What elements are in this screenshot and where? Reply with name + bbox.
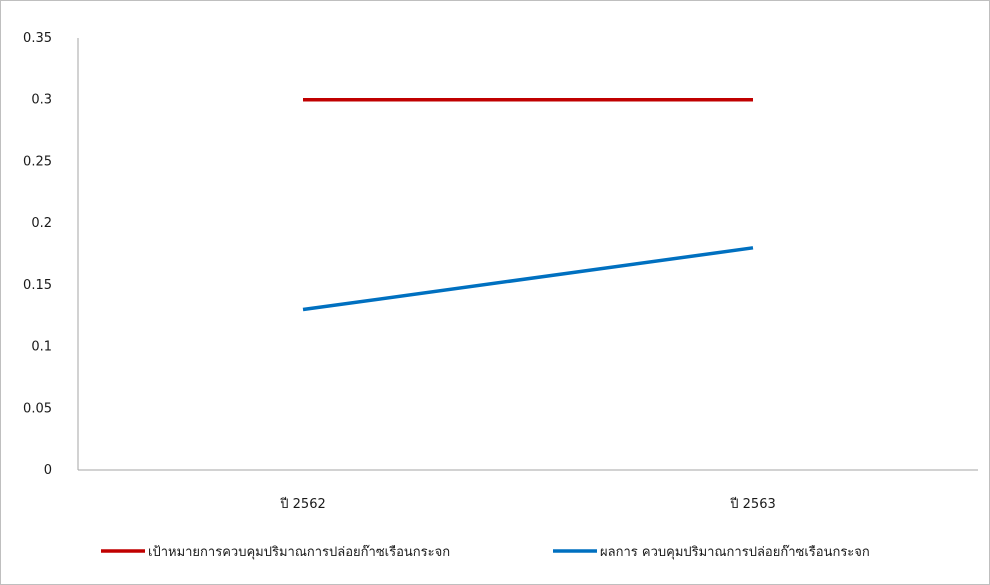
y-tick-label: 0 [44,463,52,478]
x-tick-label: ปี 2563 [729,496,775,512]
y-tick-label: 0.1 [31,340,52,355]
series-line-2 [302,246,754,312]
y-tick-label: 0.15 [23,278,52,293]
y-tick-label: 0.2 [31,216,52,231]
x-tick-label: ปี 2562 [279,496,325,512]
x-axis-ticks: ปี 2562 ปี 2563 [279,496,775,512]
y-tick-label: 0.3 [31,93,52,108]
y-axis-ticks: 0 0.05 0.1 0.15 0.2 0.25 0.3 0.35 [23,31,52,478]
y-tick-label: 0.25 [23,154,52,169]
y-tick-label: 0.05 [23,401,52,416]
series-lines [302,97,754,312]
y-tick-label: 0.35 [23,31,52,46]
legend: เป้าหมายการควบคุมปริมาณการปล่อยก๊าซเรือน… [101,544,870,560]
legend-label-2: ผลการ ควบคุมปริมาณการปล่อยก๊าซเรือนกระจก [600,544,870,560]
legend-label-1: เป้าหมายการควบคุมปริมาณการปล่อยก๊าซเรือน… [148,544,450,560]
